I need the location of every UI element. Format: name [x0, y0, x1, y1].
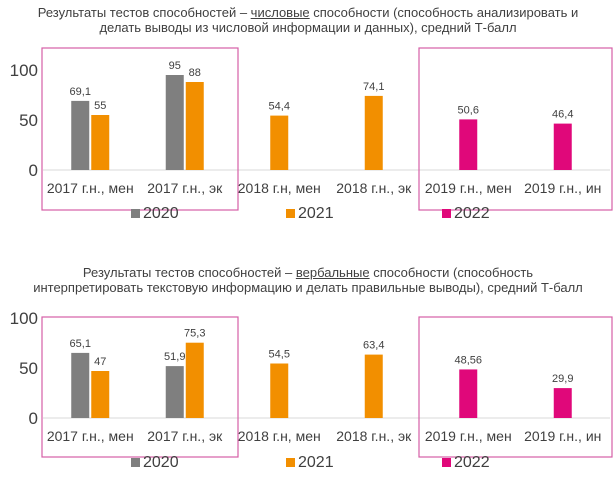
- chart-title-numeric-part3: способности (способность анализировать и…: [99, 5, 579, 35]
- verbal-legend-label: 2020: [143, 454, 179, 471]
- numeric-bar: [185, 82, 204, 170]
- chart-title-verbal-part3: способности (способность интерпретироват…: [33, 265, 583, 295]
- verbal-bar: [165, 366, 184, 418]
- verbal-category-label: 2018 г.н., эк: [336, 428, 412, 444]
- numeric-data-label: 74,1: [363, 81, 384, 93]
- numeric-legend-label: 2020: [143, 205, 179, 222]
- verbal-ytick-label: 0: [29, 409, 38, 428]
- verbal-bar: [91, 371, 110, 418]
- numeric-legend-label: 2021: [298, 205, 334, 222]
- numeric-data-label: 50,6: [458, 104, 479, 116]
- chart-title-verbal-part1: Результаты тестов способностей –: [82, 265, 296, 280]
- numeric-category-label: 2018 г.н., эк: [336, 180, 412, 196]
- verbal-category-label: 2018 г.н, мен: [238, 428, 321, 444]
- numeric-ytick-label: 0: [29, 161, 38, 180]
- verbal-data-label: 48,56: [454, 354, 482, 366]
- numeric-category-label: 2018 г.н, мен: [238, 180, 321, 196]
- numeric-highlight-box-right: [418, 47, 613, 211]
- verbal-highlight-box-right: [418, 316, 613, 458]
- numeric-data-label: 88: [189, 67, 201, 79]
- numeric-data-label: 69,1: [70, 86, 91, 98]
- numeric-ytick-label: 100: [10, 61, 38, 80]
- verbal-data-label: 29,9: [552, 373, 573, 385]
- numeric-category-label: 2019 г.н., мен: [425, 180, 512, 196]
- verbal-data-label: 47: [94, 356, 106, 368]
- numeric-category-label: 2017 г.н., мен: [47, 180, 134, 196]
- numeric-bar: [71, 100, 90, 170]
- chart-title-verbal: Результаты тестов способностей – вербаль…: [30, 265, 586, 295]
- verbal-data-label: 63,4: [363, 340, 384, 352]
- verbal-legend-swatch: [131, 458, 140, 467]
- numeric-category-label: 2017 г.н., эк: [147, 180, 223, 196]
- verbal-category-label: 2019 г.н., мен: [425, 428, 512, 444]
- verbal-category-label: 2017 г.н., эк: [147, 428, 223, 444]
- verbal-legend-swatch: [442, 458, 451, 467]
- chart-title-numeric: Результаты тестов способностей – числовы…: [30, 5, 586, 35]
- verbal-bar: [185, 342, 204, 418]
- numeric-legend-label: 2022: [454, 205, 490, 222]
- numeric-legend-swatch: [286, 209, 295, 218]
- verbal-bar: [71, 352, 90, 418]
- verbal-data-label: 51,9: [164, 351, 185, 363]
- verbal-bar: [553, 388, 572, 418]
- verbal-ytick-label: 100: [10, 309, 38, 328]
- numeric-bar: [459, 119, 478, 170]
- numeric-legend-swatch: [131, 209, 140, 218]
- numeric-bar: [364, 95, 383, 170]
- numeric-bar: [553, 123, 572, 170]
- verbal-bar: [270, 363, 289, 418]
- verbal-bar: [364, 354, 383, 418]
- chart-title-numeric-part1: Результаты тестов способностей –: [37, 5, 251, 20]
- verbal-ytick-label: 50: [19, 359, 38, 378]
- chart-title-verbal-keyword: вербальные: [295, 265, 370, 280]
- numeric-legend-swatch: [442, 209, 451, 218]
- numeric-data-label: 95: [169, 60, 181, 72]
- verbal-legend-label: 2021: [298, 454, 334, 471]
- verbal-data-label: 75,3: [184, 328, 205, 340]
- verbal-legend-swatch: [286, 458, 295, 467]
- numeric-data-label: 46,4: [552, 109, 573, 121]
- verbal-data-label: 65,1: [70, 338, 91, 350]
- numeric-data-label: 54,4: [269, 101, 290, 113]
- verbal-highlight-box-left: [41, 316, 239, 458]
- verbal-category-label: 2019 г.н., ин: [524, 428, 601, 444]
- numeric-ytick-label: 50: [19, 111, 38, 130]
- chart-title-numeric-keyword: числовые: [250, 5, 310, 20]
- verbal-data-label: 54,5: [269, 349, 290, 361]
- numeric-bar: [91, 115, 110, 170]
- verbal-legend-label: 2022: [454, 454, 490, 471]
- numeric-category-label: 2019 г.н., ин: [524, 180, 601, 196]
- numeric-bar: [165, 75, 184, 170]
- verbal-category-label: 2017 г.н., мен: [47, 428, 134, 444]
- numeric-data-label: 55: [94, 100, 106, 112]
- verbal-bar: [459, 369, 478, 418]
- numeric-bar: [270, 115, 289, 170]
